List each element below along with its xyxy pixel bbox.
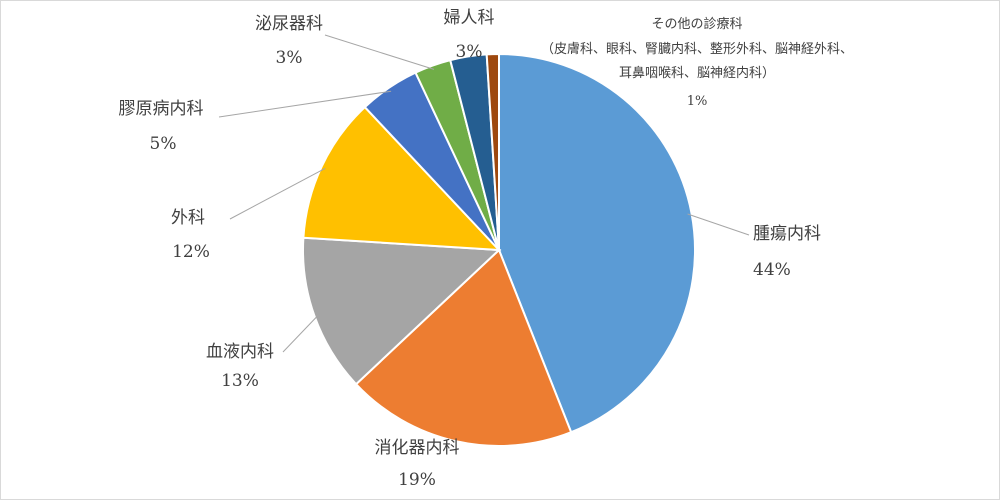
slice-name-label-line: 耳鼻咽喉科、脳神経内科）	[619, 65, 775, 81]
pie-slice	[485, 52, 500, 251]
slice-name-label: 外科	[171, 208, 205, 228]
slice-name-label: その他の診療科	[651, 16, 742, 32]
slice-value-label: 19%	[398, 470, 436, 490]
slice-name-label: 泌尿器科	[255, 14, 323, 34]
pie-slice	[354, 248, 573, 447]
pie-slice	[302, 105, 502, 252]
pie-slice	[498, 52, 696, 434]
slice-value-label: 12%	[172, 242, 210, 262]
labels-group: 腫瘍内科 44% 消化器内科 19% 血液内科 13% 外科 12% 膠原病内科 5% 泌尿器科 3%…	[119, 8, 854, 490]
slice-name-label: 膠原病内科	[119, 99, 204, 119]
slice-value-label: 3%	[456, 42, 483, 62]
leader-line	[282, 314, 319, 353]
slices-group	[302, 52, 696, 447]
slice-name-label: 血液内科	[206, 342, 274, 362]
leader-line	[229, 167, 326, 220]
leader-line	[687, 213, 750, 236]
slice-name-label: 婦人科	[444, 8, 495, 28]
slice-name-label: 消化器内科	[375, 438, 460, 458]
slice-value-label: 44%	[753, 260, 791, 280]
leader-lines-group	[218, 34, 750, 353]
slice-value-label: 5%	[150, 134, 177, 154]
slice-value-label: 3%	[276, 48, 303, 68]
leader-line	[324, 34, 435, 70]
slice-name-label-line: （皮膚科、眼科、腎臓内科、整形外科、脳神経外科、	[541, 41, 853, 57]
slice-value-label: 1%	[687, 94, 708, 109]
leader-line	[218, 90, 392, 118]
pie-slice	[302, 236, 502, 386]
slice-value-label: 13%	[221, 371, 259, 391]
slice-name-label: 腫瘍内科	[753, 224, 821, 244]
